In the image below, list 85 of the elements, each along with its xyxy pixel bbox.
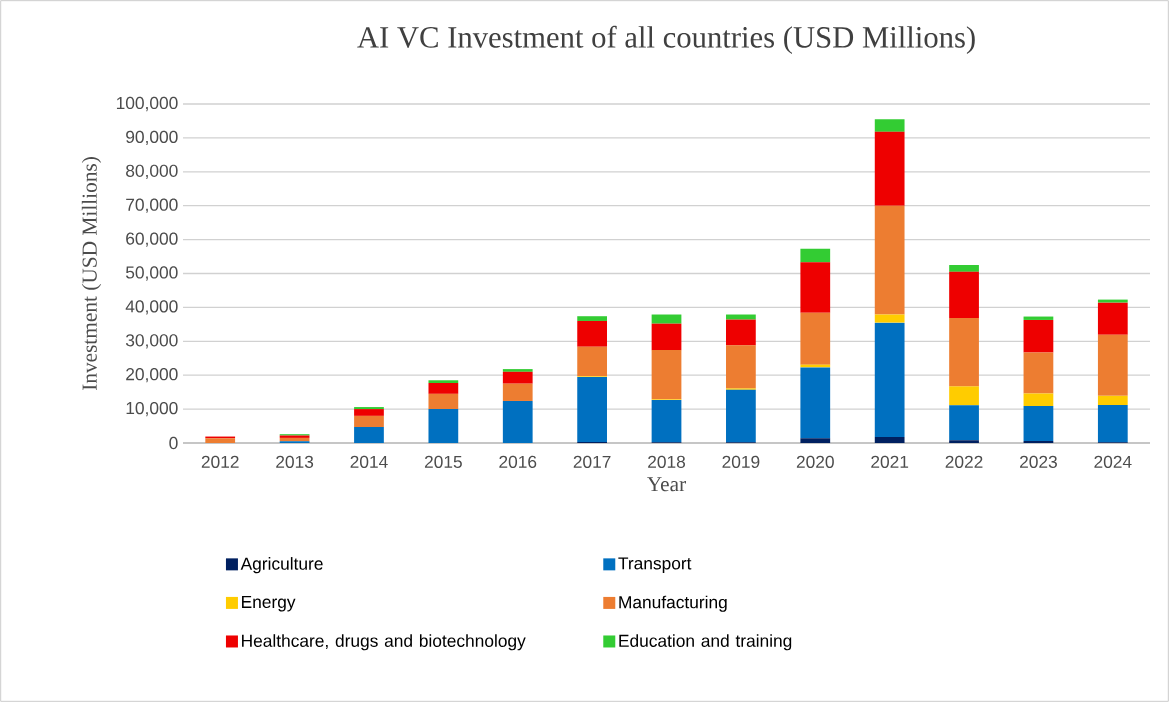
y-tick-label: 20,000 (126, 368, 178, 383)
x-tick-label: 2022 (945, 455, 983, 468)
y-axis-title: Investment (USD Millions) (81, 157, 102, 391)
bar (428, 393, 459, 410)
bar (1097, 334, 1128, 396)
y-tick-label: 0 (169, 436, 178, 450)
bar (949, 317, 979, 387)
bar (1023, 406, 1054, 441)
bar (428, 382, 459, 394)
x-tick-label: 2018 (648, 455, 686, 468)
bar (949, 271, 979, 318)
bar (354, 427, 384, 443)
y-tick-label: 90,000 (126, 130, 178, 146)
x-tick-label: 2016 (499, 455, 537, 468)
bar (726, 319, 756, 346)
bar (874, 314, 905, 323)
bar (726, 345, 756, 389)
bar (800, 262, 831, 313)
bar (874, 131, 905, 206)
bar (205, 438, 236, 443)
x-tick-label: 2020 (796, 455, 834, 468)
bar (502, 400, 533, 443)
y-tick-label: 50,000 (125, 266, 178, 281)
y-tick-label: 60,000 (126, 232, 178, 247)
bar (651, 350, 682, 400)
bar (949, 386, 979, 406)
y-tick-label: 40,000 (125, 300, 178, 315)
bar (874, 322, 905, 437)
x-tick-label: 2017 (573, 455, 611, 468)
bar (651, 323, 682, 351)
bar (1023, 352, 1054, 394)
bar (800, 367, 831, 439)
bar (354, 415, 384, 428)
bar (874, 205, 905, 315)
bar (726, 314, 756, 320)
bar (577, 376, 607, 442)
bar (354, 407, 384, 410)
x-tick-label: 2015 (424, 455, 462, 468)
bar (651, 399, 682, 443)
y-tick-label: 100,000 (116, 96, 178, 112)
legend-label: Manufacturing (619, 595, 727, 612)
legend-label: Transport (618, 557, 692, 573)
bar (428, 409, 459, 443)
x-tick-label: 2012 (201, 455, 239, 468)
bar (1023, 393, 1054, 407)
bar (726, 389, 756, 443)
legend-label: Education and training (619, 634, 792, 651)
bar (800, 248, 831, 263)
bar (502, 369, 533, 372)
bar (949, 405, 979, 441)
bar (800, 438, 831, 443)
bar (577, 316, 607, 321)
bar (354, 409, 384, 416)
y-tick-label: 10,000 (126, 401, 178, 417)
legend-label: Healthcare, drugs and biotechnology (242, 634, 526, 651)
y-tick-label: 70,000 (126, 198, 178, 213)
bar (1023, 440, 1054, 443)
y-tick-label: 80,000 (126, 164, 178, 179)
bar (1097, 405, 1128, 443)
bar (651, 314, 682, 324)
y-tick-label: 30,000 (125, 334, 178, 349)
bar (1097, 302, 1128, 335)
x-tick-label: 2023 (1020, 455, 1057, 468)
legend-label: Energy (242, 595, 296, 612)
bar (1097, 299, 1128, 303)
bar (428, 380, 459, 383)
bar (874, 119, 905, 132)
bar (949, 440, 979, 443)
bar (1023, 319, 1054, 353)
x-tick-label: 2024 (1094, 455, 1132, 468)
x-tick-label: 2014 (350, 455, 388, 468)
x-tick-label: 2013 (276, 455, 314, 468)
chart-title: AI VC Investment of all countries (USD Millions) (357, 25, 975, 54)
bar (502, 371, 533, 384)
bar (502, 383, 533, 401)
bar (874, 436, 905, 443)
legend-label: Agriculture (240, 557, 323, 574)
bar (577, 346, 607, 377)
bar (577, 320, 607, 347)
bar (1097, 395, 1128, 406)
bar (800, 312, 831, 365)
x-tick-label: 2021 (871, 455, 909, 468)
x-tick-label: 2019 (722, 455, 760, 468)
x-axis-title: Year (647, 477, 686, 492)
bar (949, 265, 979, 272)
